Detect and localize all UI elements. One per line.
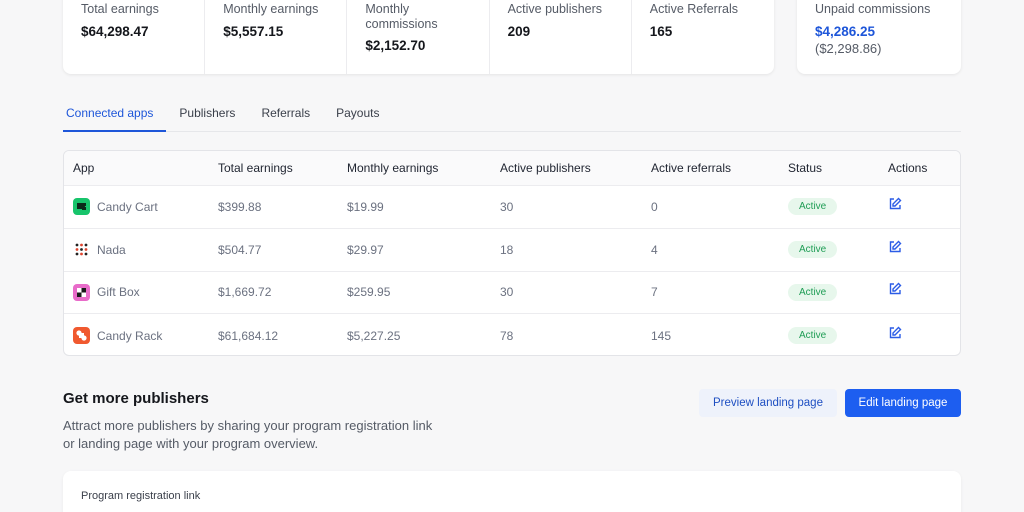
total-earnings-cell: $504.77 bbox=[218, 242, 262, 257]
status-cell: Active bbox=[788, 241, 888, 259]
col-header-status: Status bbox=[788, 161, 823, 175]
status-badge: Active bbox=[788, 241, 838, 259]
status-cell: Active bbox=[788, 198, 888, 216]
edit-icon[interactable] bbox=[888, 197, 902, 211]
table-row: Gift Box $1,669.72 $259.95 30 7 Active bbox=[64, 272, 960, 315]
table-header: App Total earnings Monthly earnings Acti… bbox=[64, 151, 960, 186]
col-header-total-earnings: Total earnings bbox=[218, 161, 293, 175]
app-cell: Candy Cart bbox=[64, 198, 218, 216]
tab-bar: Connected apps Publishers Referrals Payo… bbox=[63, 96, 961, 132]
app-name: Candy Cart bbox=[97, 199, 158, 214]
app-name: Nada bbox=[97, 242, 126, 257]
active-publishers-cell: 18 bbox=[500, 242, 514, 257]
active-publishers-cell: 30 bbox=[500, 285, 514, 300]
col-header-active-publishers: Active publishers bbox=[500, 161, 591, 175]
tab-connected-apps[interactable]: Connected apps bbox=[63, 96, 167, 132]
stat-monthly-commissions: Monthly commissions $2,152.70 bbox=[347, 0, 490, 74]
actions-cell bbox=[888, 282, 960, 299]
unpaid-value: $4,286.25 bbox=[815, 24, 876, 39]
stat-label: Monthly commissions bbox=[365, 2, 438, 31]
stat-label: Total earnings bbox=[81, 2, 159, 16]
stats-card: Total earnings $64,298.47 Monthly earnin… bbox=[63, 0, 774, 74]
gift-box-icon bbox=[73, 283, 90, 301]
nada-icon bbox=[73, 241, 90, 259]
registration-link-label: Program registration link bbox=[81, 490, 201, 502]
edit-icon[interactable] bbox=[888, 282, 902, 296]
total-earnings-cell: $399.88 bbox=[218, 199, 262, 214]
stat-label: Active Referrals bbox=[649, 2, 738, 16]
active-referrals-cell: 145 bbox=[651, 328, 672, 343]
status-cell: Active bbox=[788, 283, 888, 301]
active-referrals-cell: 4 bbox=[651, 242, 658, 257]
total-earnings-cell: $1,669.72 bbox=[218, 285, 272, 300]
edit-icon[interactable] bbox=[888, 240, 902, 254]
app-cell: Gift Box bbox=[64, 283, 218, 301]
active-referrals-cell: 7 bbox=[651, 285, 658, 300]
unpaid-label: Unpaid commissions bbox=[815, 2, 931, 16]
tab-publishers[interactable]: Publishers bbox=[179, 106, 236, 120]
stat-value: 209 bbox=[507, 24, 531, 39]
status-badge: Active bbox=[788, 327, 838, 345]
total-earnings-cell: $61,684.12 bbox=[218, 328, 279, 343]
monthly-earnings-cell: $29.97 bbox=[347, 242, 384, 257]
active-publishers-cell: 78 bbox=[500, 328, 514, 343]
table-row: Nada $504.77 $29.97 18 4 Active bbox=[64, 229, 960, 272]
section-description: Attract more publishers by sharing your … bbox=[63, 418, 433, 451]
app-cell: Nada bbox=[64, 241, 218, 259]
registration-link-card: Program registration link bbox=[63, 471, 961, 512]
monthly-earnings-cell: $19.99 bbox=[347, 199, 384, 214]
stat-value: 165 bbox=[649, 24, 673, 39]
stat-active-publishers: Active publishers 209 bbox=[490, 0, 632, 74]
col-header-actions: Actions bbox=[888, 161, 928, 175]
actions-cell bbox=[888, 240, 960, 257]
col-header-app: App bbox=[73, 161, 95, 175]
table-row: Candy Cart $399.88 $19.99 30 0 Active bbox=[64, 186, 960, 229]
candy-cart-icon bbox=[73, 198, 90, 216]
stat-label: Monthly earnings bbox=[223, 2, 319, 16]
candy-rack-icon bbox=[73, 327, 90, 345]
connected-apps-table: App Total earnings Monthly earnings Acti… bbox=[63, 150, 961, 356]
stat-monthly-earnings: Monthly earnings $5,557.15 bbox=[205, 0, 348, 74]
unpaid-sub-value: ($2,298.86) bbox=[815, 41, 882, 56]
edit-landing-page-button[interactable]: Edit landing page bbox=[845, 389, 961, 417]
stat-total-earnings: Total earnings $64,298.47 bbox=[63, 0, 206, 74]
stat-value: $5,557.15 bbox=[223, 24, 284, 39]
edit-icon[interactable] bbox=[888, 326, 902, 340]
active-publishers-cell: 30 bbox=[500, 199, 514, 214]
section-title: Get more publishers bbox=[63, 390, 209, 407]
active-referrals-cell: 0 bbox=[651, 199, 658, 214]
stat-label: Active publishers bbox=[507, 2, 603, 16]
stat-value: $64,298.47 bbox=[81, 24, 149, 39]
stat-active-referrals: Active Referrals 165 bbox=[632, 0, 774, 74]
tab-referrals[interactable]: Referrals bbox=[261, 106, 311, 120]
app-cell: Candy Rack bbox=[64, 327, 218, 345]
status-badge: Active bbox=[788, 283, 838, 301]
app-name: Candy Rack bbox=[97, 328, 163, 343]
status-badge: Active bbox=[788, 198, 838, 216]
stat-value: $2,152.70 bbox=[365, 38, 426, 53]
actions-cell bbox=[888, 326, 960, 343]
actions-cell bbox=[888, 197, 960, 214]
app-name: Gift Box bbox=[97, 285, 140, 300]
col-header-monthly-earnings: Monthly earnings bbox=[347, 161, 439, 175]
monthly-earnings-cell: $5,227.25 bbox=[347, 328, 401, 343]
unpaid-commissions-card: Unpaid commissions $4,286.25 ($2,298.86) bbox=[797, 0, 961, 74]
monthly-earnings-cell: $259.95 bbox=[347, 285, 391, 300]
col-header-active-referrals: Active referrals bbox=[651, 161, 732, 175]
status-cell: Active bbox=[788, 327, 888, 345]
tab-payouts[interactable]: Payouts bbox=[336, 106, 380, 120]
preview-landing-page-button[interactable]: Preview landing page bbox=[699, 389, 837, 417]
table-row: Candy Rack $61,684.12 $5,227.25 78 145 A… bbox=[64, 314, 960, 355]
